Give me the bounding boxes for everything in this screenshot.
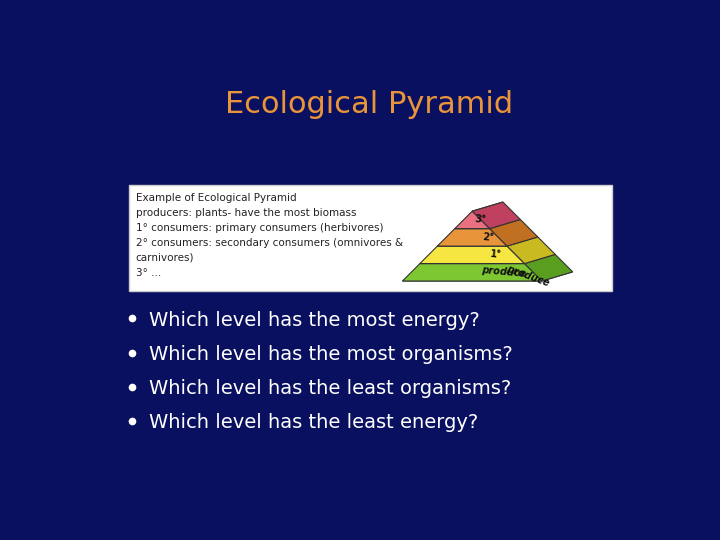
Polygon shape [490, 219, 538, 246]
Polygon shape [455, 219, 521, 228]
Polygon shape [420, 246, 525, 264]
Text: Ecological Pyramid: Ecological Pyramid [225, 90, 513, 119]
Text: Which level has the least organisms?: Which level has the least organisms? [148, 379, 511, 398]
Text: produce: produce [505, 264, 550, 288]
Polygon shape [437, 228, 507, 246]
Text: Which level has the least energy?: Which level has the least energy? [148, 413, 478, 433]
Text: 1°: 1° [490, 249, 502, 260]
Text: producers: plants- have the most biomass: producers: plants- have the most biomass [136, 208, 356, 218]
Polygon shape [472, 202, 503, 211]
Polygon shape [402, 272, 572, 281]
Text: Which level has the most organisms?: Which level has the most organisms? [148, 345, 513, 364]
FancyBboxPatch shape [129, 185, 612, 292]
Text: produce: produce [481, 265, 526, 279]
Text: 3° ...: 3° ... [136, 268, 161, 278]
Polygon shape [402, 264, 542, 281]
Polygon shape [420, 254, 555, 264]
Polygon shape [455, 211, 490, 228]
Polygon shape [525, 254, 572, 281]
Text: carnivores): carnivores) [136, 253, 194, 263]
Text: Which level has the most energy?: Which level has the most energy? [148, 311, 480, 330]
Text: 2° consumers: secondary consumers (omnivores &: 2° consumers: secondary consumers (omniv… [136, 238, 403, 248]
Text: 2°: 2° [482, 232, 494, 243]
Polygon shape [437, 237, 538, 246]
Polygon shape [507, 237, 555, 264]
Polygon shape [472, 202, 521, 228]
Text: Example of Ecological Pyramid: Example of Ecological Pyramid [136, 193, 297, 203]
Text: 3°: 3° [474, 214, 486, 225]
Text: 1° consumers: primary consumers (herbivores): 1° consumers: primary consumers (herbivo… [136, 223, 383, 233]
